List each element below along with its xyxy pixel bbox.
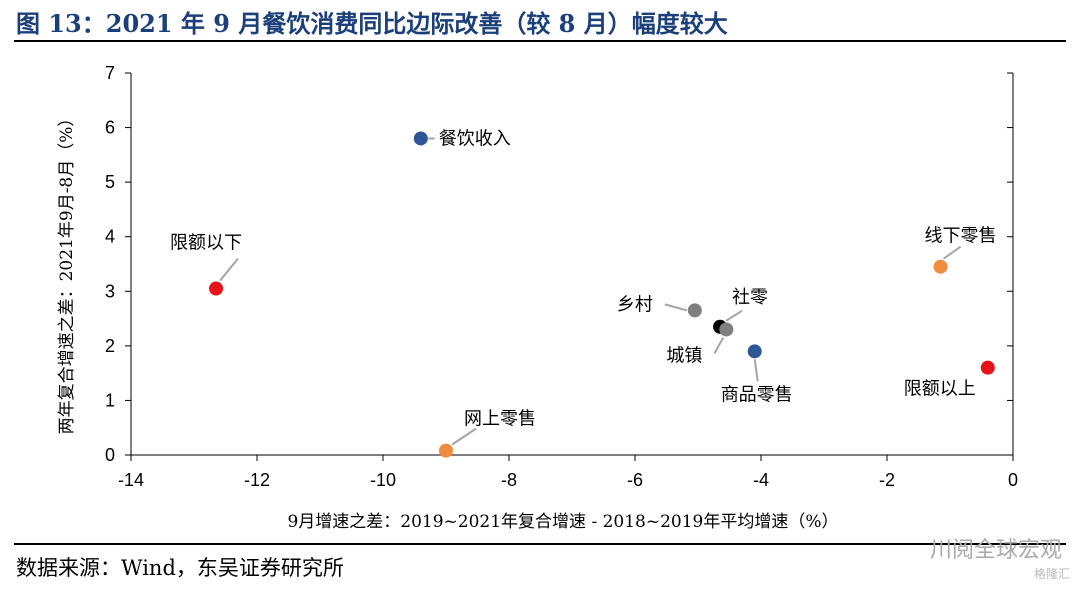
x-tick-label: -2 [879,470,895,490]
point-label: 乡村 [617,294,653,315]
y-tick-label: 4 [105,227,115,247]
point-label: 网上零售 [464,409,536,430]
figure-title: 图 13：2021 年 9 月餐饮消费同比边际改善（较 8 月）幅度较大 [16,9,728,38]
x-tick-label: -10 [370,470,396,490]
scatter-point [413,131,428,146]
point-label: 商品零售 [721,384,793,405]
x-tick-label: 0 [1008,470,1018,490]
point-label: 城镇 [666,345,702,366]
leader-line [219,257,239,282]
y-tick-label: 1 [105,390,115,410]
y-tick-label: 7 [105,63,115,83]
title-divider [14,40,1066,42]
leader-line [451,427,477,446]
leader-line [942,245,962,260]
leader-line [664,303,688,312]
leader-line [753,359,759,382]
x-tick-label: -8 [501,470,517,490]
scatter-point [687,303,702,318]
scatter-point [209,281,224,296]
y-tick-label: 2 [105,336,115,356]
leader-line [713,336,725,354]
watermark: 川阅全球宏观 [929,538,1062,563]
point-label: 限额以下 [170,233,242,254]
scatter-point [980,360,995,375]
y-tick-label: 5 [105,172,115,192]
y-tick-label: 3 [105,281,115,301]
y-tick-label: 6 [105,118,115,138]
watermark-sub: 格隆汇 [1033,567,1070,581]
x-axis-label: 9月增速之差：2019~2021年复合增速 - 2018~2019年平均增速（%… [287,512,838,532]
point-label: 社零 [732,287,768,308]
source-divider [14,543,1066,545]
x-tick-label: -4 [753,470,769,490]
scatter-point [439,443,453,458]
scatter-point [747,344,762,359]
leader-line [725,309,743,322]
x-tick-label: -12 [244,470,270,490]
scatter-point [933,259,948,274]
x-tick-label: -14 [118,470,144,490]
point-label: 线下零售 [925,226,997,247]
source-note: 数据来源：Wind，东吴证券研究所 [16,556,344,580]
scatter-point [719,322,734,337]
y-tick-label: 0 [105,445,115,465]
x-tick-label: -6 [627,470,643,490]
point-label: 餐饮收入 [439,128,511,149]
y-axis-label: 两年复合增速之差：2021年9月-8月（%） [57,110,77,435]
point-label: 限额以上 [904,379,976,400]
